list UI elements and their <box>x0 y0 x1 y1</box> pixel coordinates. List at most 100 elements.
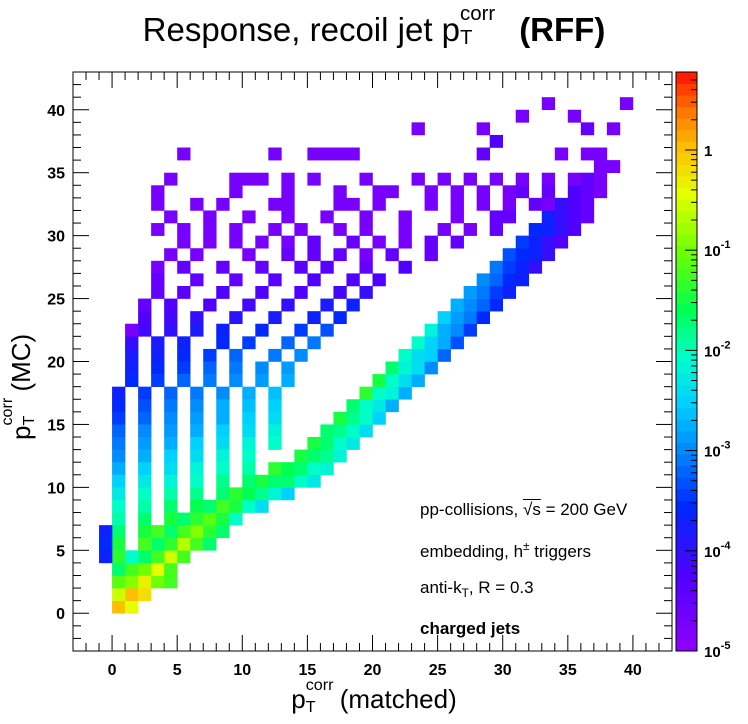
heatmap-cell <box>268 487 282 501</box>
heatmap-cell <box>281 298 295 312</box>
heatmap-cell <box>489 260 504 274</box>
heatmap-cell <box>151 537 165 551</box>
heatmap-cell <box>125 550 139 564</box>
heatmap-cell <box>398 235 412 249</box>
heatmap-cell <box>164 487 178 501</box>
heatmap-cell <box>372 273 386 287</box>
heatmap-cell <box>606 160 621 173</box>
heatmap-cell <box>99 550 113 564</box>
title-sup: corr <box>460 2 496 25</box>
heatmap-cell <box>580 147 595 161</box>
heatmap-cell <box>554 210 569 224</box>
heatmap-cell <box>177 537 191 551</box>
colorbar-band <box>676 569 697 582</box>
heatmap-cell <box>203 374 217 387</box>
heatmap-cell <box>515 109 530 123</box>
heatmap-cell <box>216 424 230 438</box>
annotation-collisions-post: = 200 GeV <box>540 500 628 519</box>
heatmap-cell <box>125 588 139 601</box>
colorbar-band <box>676 593 697 606</box>
heatmap-cell <box>450 197 464 211</box>
heatmap-cell <box>112 424 126 438</box>
heatmap-cell <box>190 386 204 400</box>
heatmap-cell <box>177 336 191 350</box>
heatmap-cell <box>268 311 282 325</box>
heatmap-cell <box>333 223 347 236</box>
heatmap-cell <box>255 235 269 249</box>
heatmap-cell <box>320 260 334 274</box>
heatmap-cell <box>294 462 308 476</box>
heatmap-cell <box>359 223 373 236</box>
heatmap-cell <box>333 147 347 161</box>
heatmap-cell <box>229 185 243 199</box>
heatmap-cell <box>320 298 334 312</box>
heatmap-cell <box>346 411 360 425</box>
heatmap-cell <box>437 348 451 362</box>
heatmap-cell <box>450 336 464 350</box>
heatmap-cell <box>255 260 269 274</box>
heatmap-cell <box>151 550 165 564</box>
colorbar-band <box>676 268 697 281</box>
ylabel-p: p <box>6 425 36 440</box>
colorbar-band <box>676 512 697 525</box>
colorbar-band <box>676 627 697 640</box>
xlabel-p: p <box>291 684 306 714</box>
heatmap-cell <box>554 223 569 236</box>
heatmap-cell <box>385 386 399 400</box>
colorbar-band <box>676 500 697 513</box>
heatmap-cell <box>216 323 230 337</box>
heatmap-cell <box>294 223 308 236</box>
heatmap-cell <box>138 462 152 476</box>
heatmap-cell <box>242 172 256 186</box>
heatmap-cell <box>476 285 490 299</box>
heatmap-cell <box>424 185 438 199</box>
heatmap-cell <box>502 248 517 262</box>
heatmap-cell <box>229 311 243 325</box>
heatmap-cell <box>242 298 256 312</box>
heatmap-cell <box>463 172 477 186</box>
heatmap-cell <box>281 374 295 387</box>
heatmap-cell <box>242 386 256 400</box>
heatmap-cell <box>242 210 256 224</box>
heatmap-cell <box>281 361 295 375</box>
heatmap-cell <box>203 525 217 539</box>
heatmap-cell <box>307 449 321 463</box>
heatmap-cell <box>515 235 530 249</box>
colorbar-band <box>676 407 697 420</box>
heatmap-cell <box>281 248 295 262</box>
heatmap-cell <box>346 424 360 438</box>
colorbar-band <box>676 477 697 490</box>
heatmap-cell <box>190 197 204 211</box>
heatmap-cell <box>151 525 165 539</box>
heatmap-cell <box>424 361 438 375</box>
heatmap-cell <box>398 374 412 387</box>
heatmap-cell <box>112 512 126 526</box>
heatmap-cell <box>385 248 399 262</box>
title-sub: T <box>460 26 473 49</box>
ylabel-sup: corr <box>0 397 16 426</box>
annotation-collisions-pre: pp-collisions, <box>420 500 523 519</box>
heatmap-cell <box>541 235 556 249</box>
y-tick-label: 25 <box>47 292 65 309</box>
heatmap-cell <box>385 361 399 375</box>
annotation-antikt-pre: anti-k <box>420 578 462 598</box>
heatmap-cell <box>463 285 477 299</box>
heatmap-cell <box>320 424 334 438</box>
heatmap-cell <box>255 361 269 375</box>
heatmap-cell <box>112 600 126 614</box>
heatmap-cell <box>307 311 321 325</box>
heatmap-cell <box>567 210 582 224</box>
heatmap-cell <box>281 336 295 350</box>
heatmap-cell <box>476 298 490 312</box>
heatmap-cell <box>164 550 178 564</box>
heatmap-cell <box>138 474 152 488</box>
heatmap-cell <box>476 197 490 211</box>
heatmap-cell <box>580 197 595 211</box>
heatmap-cell <box>190 437 204 450</box>
heatmap-cell <box>554 147 569 161</box>
heatmap-cell <box>489 285 504 299</box>
heatmap-cell <box>463 323 477 337</box>
colorbar-tick-label: 10-3 <box>704 440 730 461</box>
heatmap-cell <box>190 273 204 287</box>
x-tick-label: 20 <box>364 662 382 679</box>
